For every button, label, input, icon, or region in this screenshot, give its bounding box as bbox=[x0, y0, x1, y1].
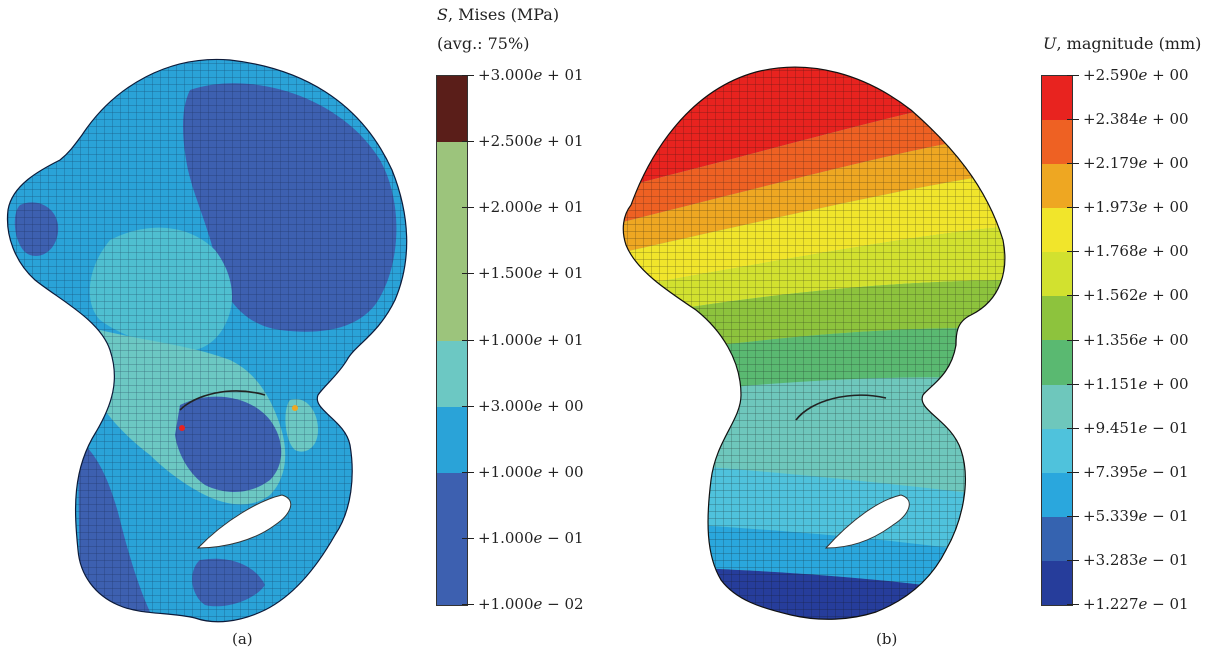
legend-title: U, magnitude (mm) bbox=[1043, 33, 1201, 55]
color-band bbox=[1042, 208, 1072, 253]
tick-mark bbox=[462, 141, 474, 143]
tick-mark bbox=[462, 273, 474, 275]
color-band bbox=[437, 406, 467, 473]
color-band bbox=[437, 142, 467, 209]
tick-mark bbox=[1067, 383, 1079, 385]
tick-mark bbox=[1067, 471, 1079, 473]
tick-label: +2.000e + 01 bbox=[478, 198, 584, 217]
color-band bbox=[1042, 120, 1072, 165]
tick-mark bbox=[1067, 604, 1079, 605]
color-band bbox=[437, 76, 467, 143]
color-band bbox=[437, 208, 467, 275]
tick-label: +1.000e − 01 bbox=[478, 528, 584, 547]
tick-mark bbox=[1067, 207, 1079, 209]
tick-mark bbox=[462, 405, 474, 407]
color-band bbox=[1042, 560, 1072, 605]
caption-a: (a) bbox=[232, 630, 253, 648]
legend-title: S, Mises (MPa) bbox=[437, 4, 559, 26]
tick-mark bbox=[462, 75, 474, 76]
color-band bbox=[1042, 428, 1072, 473]
tick-label: +1.500e + 01 bbox=[478, 264, 584, 283]
tick-label: +1.151e + 00 bbox=[1083, 374, 1189, 393]
displacement-color-scale bbox=[1041, 75, 1073, 606]
tick-mark bbox=[462, 604, 474, 605]
tick-mark bbox=[1067, 163, 1079, 165]
tick-label: +1.356e + 00 bbox=[1083, 330, 1189, 349]
pelvis-stress-contour-model bbox=[6, 58, 408, 623]
tick-label: +3.000e + 00 bbox=[478, 396, 584, 415]
color-band bbox=[1042, 516, 1072, 561]
color-band bbox=[437, 538, 467, 605]
tick-label: +1.000e + 01 bbox=[478, 330, 584, 349]
tick-label: +2.590e + 00 bbox=[1083, 66, 1189, 84]
tick-mark bbox=[462, 207, 474, 209]
color-band bbox=[437, 340, 467, 407]
panel-a-stress: S, Mises (MPa) (avg.: 75%) +3.000e + 01 +… bbox=[6, 4, 584, 648]
color-band bbox=[1042, 340, 1072, 385]
tick-label: +7.395e − 01 bbox=[1083, 462, 1189, 481]
legend-title-text: , magnitude (mm) bbox=[1056, 34, 1202, 53]
tick-label: +2.179e + 00 bbox=[1083, 154, 1189, 173]
tick-label: +1.973e + 00 bbox=[1083, 198, 1189, 217]
color-band bbox=[437, 472, 467, 539]
tick-label: +9.451e − 01 bbox=[1083, 418, 1189, 437]
color-band bbox=[1042, 164, 1072, 209]
legend-subtitle: (avg.: 75%) bbox=[437, 34, 530, 53]
tick-mark bbox=[462, 339, 474, 341]
tick-mark bbox=[1067, 119, 1079, 121]
color-band bbox=[1042, 252, 1072, 297]
tick-mark bbox=[1067, 515, 1079, 517]
tick-mark bbox=[462, 471, 474, 473]
tick-label: +2.500e + 01 bbox=[478, 132, 584, 151]
tick-label: +1.000e + 00 bbox=[478, 462, 584, 481]
tick-label: +1.768e + 00 bbox=[1083, 242, 1189, 261]
pelvis-displacement-contour-model bbox=[622, 66, 1006, 620]
legend-title-text: , Mises (MPa) bbox=[447, 5, 560, 24]
tick-mark bbox=[1067, 339, 1079, 341]
panel-b-displacement: U, magnitude (mm) +2.590e + 00 +2.384e + … bbox=[611, 0, 1222, 658]
color-band bbox=[1042, 296, 1072, 341]
tick-label: +3.000e + 01 bbox=[478, 66, 584, 84]
tick-mark bbox=[1067, 75, 1079, 76]
color-band bbox=[1042, 384, 1072, 429]
tick-label: +2.384e + 00 bbox=[1083, 110, 1189, 129]
tick-mark bbox=[1067, 559, 1079, 561]
tick-label: +5.339e − 01 bbox=[1083, 506, 1189, 525]
legend-title-variable: S bbox=[437, 5, 448, 24]
stress-color-scale bbox=[436, 75, 468, 606]
tick-mark bbox=[1067, 251, 1079, 253]
tick-label: +1.227e − 01 bbox=[1083, 595, 1189, 613]
tick-label: +3.283e − 01 bbox=[1083, 550, 1189, 569]
tick-mark bbox=[1067, 295, 1079, 297]
color-band bbox=[437, 274, 467, 341]
color-band bbox=[1042, 472, 1072, 517]
legend-title-variable: U bbox=[1043, 34, 1057, 53]
tick-mark bbox=[1067, 427, 1079, 429]
caption-b: (b) bbox=[876, 630, 898, 648]
tick-label: +1.000e − 02 bbox=[478, 595, 584, 613]
tick-mark bbox=[462, 537, 474, 539]
tick-label: +1.562e + 00 bbox=[1083, 286, 1189, 305]
color-band bbox=[1042, 76, 1072, 121]
